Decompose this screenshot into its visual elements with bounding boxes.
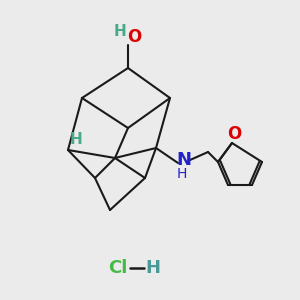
Text: N: N xyxy=(176,151,191,169)
Text: Cl: Cl xyxy=(108,259,128,277)
Text: H: H xyxy=(114,23,126,38)
Text: O: O xyxy=(227,125,241,143)
Text: O: O xyxy=(127,28,141,46)
Text: H: H xyxy=(70,133,83,148)
Text: H: H xyxy=(177,167,187,181)
Text: H: H xyxy=(146,259,160,277)
